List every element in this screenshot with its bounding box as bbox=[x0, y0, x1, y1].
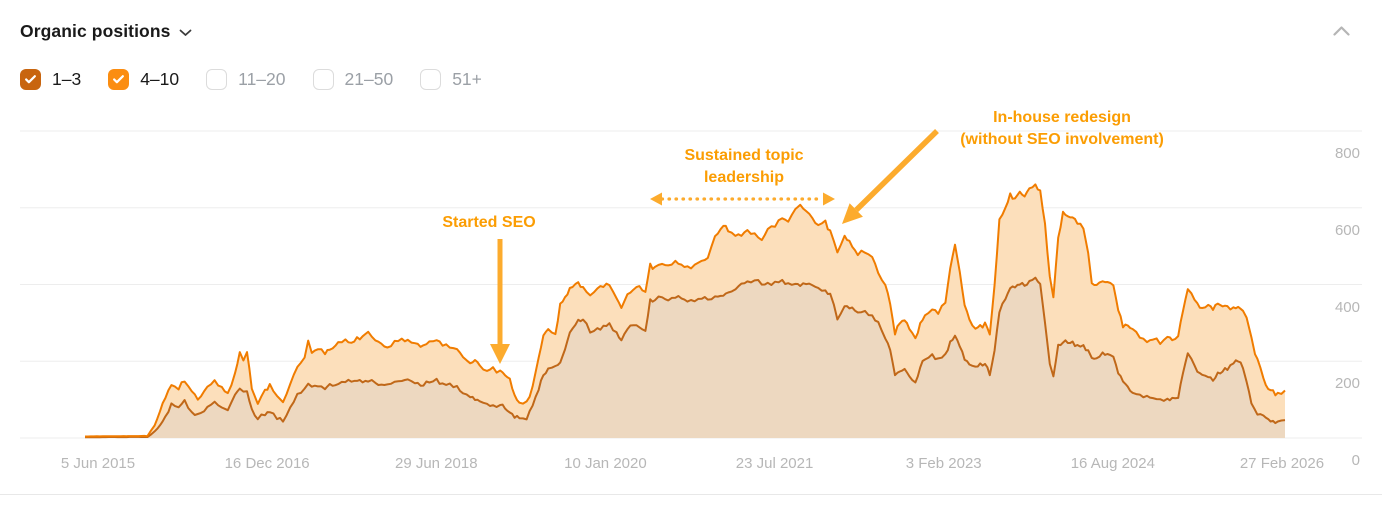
y-tick-label: 200 bbox=[1334, 375, 1360, 393]
annotation-in-house-redesign: In-house redesign (without SEO involveme… bbox=[960, 109, 1164, 148]
area-1-3 bbox=[85, 277, 1285, 438]
line-1-3 bbox=[84, 276, 1286, 439]
x-tick-label: 3 Feb 2023 bbox=[905, 455, 982, 472]
in-house-redesign-arrow bbox=[854, 129, 939, 212]
position-filter-1-3[interactable]: 1–3 bbox=[20, 69, 81, 90]
collapse-section-button[interactable] bbox=[1329, 19, 1354, 45]
filter-label: 11–20 bbox=[238, 69, 286, 89]
y-tick-label: 600 bbox=[1334, 221, 1360, 239]
position-range-filters: 1–3 4–10 11–20 21–50 51+ bbox=[20, 69, 482, 90]
x-tick-label: 27 Feb 2026 bbox=[1239, 455, 1325, 472]
card-header: Organic positions bbox=[20, 18, 1362, 44]
in-house-redesign-arrow-head bbox=[842, 203, 863, 224]
chevron-down-icon[interactable] bbox=[179, 29, 192, 37]
bottom-divider bbox=[0, 494, 1382, 495]
x-tick-label: 16 Dec 2016 bbox=[224, 455, 310, 472]
annotation-started-seo: Started SEO bbox=[442, 214, 536, 231]
checkbox-checked-icon[interactable] bbox=[20, 69, 41, 90]
x-tick-label: 10 Jan 2020 bbox=[564, 455, 647, 472]
x-tick-label: 5 Jun 2015 bbox=[60, 455, 136, 472]
checkbox-unchecked-icon[interactable] bbox=[312, 69, 334, 90]
chevron-up-icon bbox=[1333, 26, 1350, 36]
y-tick-label: 0 bbox=[1351, 452, 1360, 469]
filter-label: 21–50 bbox=[344, 69, 394, 89]
line-4-10 bbox=[85, 183, 1286, 438]
filter-label: 1–3 bbox=[52, 69, 82, 89]
x-tick-label: 29 Jun 2018 bbox=[394, 455, 478, 472]
y-tick-label: 800 bbox=[1334, 145, 1360, 162]
position-filter-21-50[interactable]: 21–50 bbox=[312, 69, 394, 90]
y-tick-label: 400 bbox=[1334, 298, 1360, 316]
area-4-10 bbox=[85, 184, 1285, 438]
started-seo-arrow-head bbox=[490, 344, 510, 364]
position-filter-11-20[interactable]: 11–20 bbox=[206, 69, 286, 90]
x-tick-label: 16 Aug 2024 bbox=[1070, 455, 1155, 472]
checkbox-unchecked-icon[interactable] bbox=[206, 69, 228, 90]
annotation-sustained-topic-leadership: Sustained topic leadership bbox=[684, 147, 804, 186]
position-filter-51plus[interactable]: 51+ bbox=[420, 69, 482, 90]
checkbox-checked-icon[interactable] bbox=[108, 69, 130, 90]
x-tick-label: 23 Jul 2021 bbox=[735, 455, 814, 472]
position-filter-4-10[interactable]: 4–10 bbox=[108, 69, 179, 90]
filter-label: 51+ bbox=[452, 69, 482, 89]
page-title: Organic positions bbox=[20, 20, 171, 41]
checkbox-unchecked-icon[interactable] bbox=[420, 69, 442, 90]
sustained-topic-arrow-head2 bbox=[650, 192, 662, 206]
filter-label: 4–10 bbox=[140, 69, 180, 89]
sustained-topic-arrow-head bbox=[823, 192, 835, 206]
